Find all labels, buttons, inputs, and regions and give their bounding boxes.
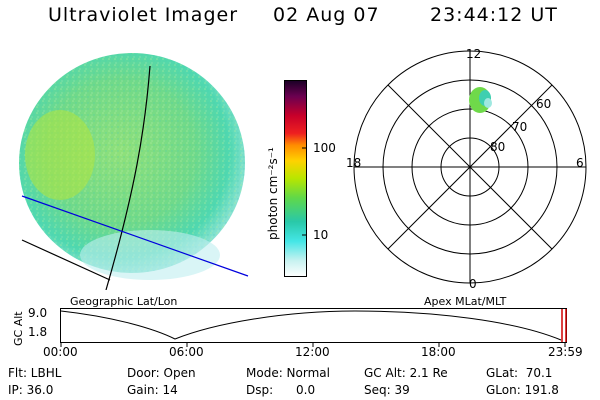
x-tick-0000: 00:00 bbox=[43, 345, 78, 359]
lat-line bbox=[21, 239, 111, 281]
instrument-title: Ultraviolet Imager bbox=[48, 4, 239, 26]
meta-flt: Flt: LBHL bbox=[8, 366, 62, 380]
colorbar-tick-10: 10 bbox=[313, 228, 329, 242]
x-tick-1800: 18:00 bbox=[421, 345, 456, 359]
altitude-curve bbox=[60, 310, 562, 341]
meta-glat: GLat: 70.1 bbox=[486, 366, 553, 380]
y-tick-1-8: 1.8 bbox=[28, 325, 48, 339]
earth-disk bbox=[19, 53, 245, 280]
terminator-line bbox=[21, 195, 249, 277]
apex-title: Apex MLat/MLT bbox=[424, 295, 507, 308]
lat-label-80: 80 bbox=[490, 140, 506, 154]
meta-mode: Mode: Normal bbox=[246, 366, 330, 380]
meta-glon: GLon: 191.8 bbox=[486, 383, 559, 397]
polar-plot bbox=[353, 50, 587, 284]
mlt-label-0: 0 bbox=[469, 277, 477, 291]
meta-seq: Seq: 39 bbox=[364, 383, 410, 397]
geographic-title: Geographic Lat/Lon bbox=[70, 295, 178, 308]
gc-alt-label: GC Alt bbox=[12, 311, 25, 346]
meta-dsp: Dsp: 0.0 bbox=[246, 383, 316, 397]
x-tick-2359: 23:59 bbox=[548, 345, 583, 359]
meta-gain: Gain: 14 bbox=[127, 383, 178, 397]
x-tick-1200: 12:00 bbox=[295, 345, 330, 359]
colorbar-tick-100: 100 bbox=[313, 141, 336, 155]
x-tick-0600: 06:00 bbox=[169, 345, 204, 359]
mlt-label-6: 6 bbox=[576, 156, 584, 170]
colorbar bbox=[284, 80, 307, 277]
meta-door: Door: Open bbox=[127, 366, 196, 380]
altitude-plot bbox=[60, 308, 567, 347]
geographic-image bbox=[19, 53, 249, 290]
auroral-spot bbox=[469, 87, 492, 113]
mlt-label-18: 18 bbox=[346, 156, 362, 170]
colorbar-label: photon cm⁻²s⁻¹ bbox=[266, 147, 280, 240]
meridian-line bbox=[105, 65, 151, 290]
meta-gc-alt: GC Alt: 2.1 Re bbox=[364, 366, 448, 380]
meta-ip: IP: 36.0 bbox=[8, 383, 54, 397]
date-label: 02 Aug 07 bbox=[273, 4, 380, 26]
time-label: 23:44:12 UT bbox=[430, 4, 558, 26]
polar-diagonal-2 bbox=[387, 84, 553, 250]
lat-label-70: 70 bbox=[512, 120, 528, 134]
mlt-label-12: 12 bbox=[466, 47, 482, 61]
lat-label-60: 60 bbox=[536, 97, 552, 111]
y-tick-9: 9.0 bbox=[28, 306, 48, 320]
